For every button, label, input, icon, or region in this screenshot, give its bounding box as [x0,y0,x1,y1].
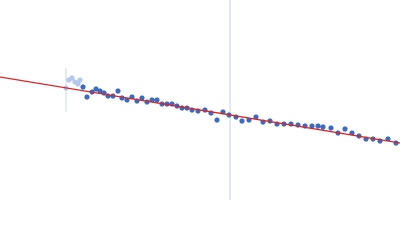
data-point [84,94,90,100]
data-point [214,117,220,123]
page: {"chart_data": {"type": "scatter", "xlim… [0,0,400,200]
data-point [253,114,259,120]
data-point [93,86,99,92]
data-point [139,95,145,101]
data-point [154,97,160,103]
data-point [75,81,81,87]
data-point [115,88,121,94]
data-point [342,126,348,132]
data-point [328,125,334,131]
data-point [309,123,315,129]
data-point [80,84,86,90]
data-point [69,75,75,81]
data-point [77,77,83,83]
data-point [315,123,321,129]
data-point [239,118,245,124]
data-point [320,124,326,130]
fit-line [0,76,400,144]
chart [0,0,400,200]
data-point [97,88,103,94]
